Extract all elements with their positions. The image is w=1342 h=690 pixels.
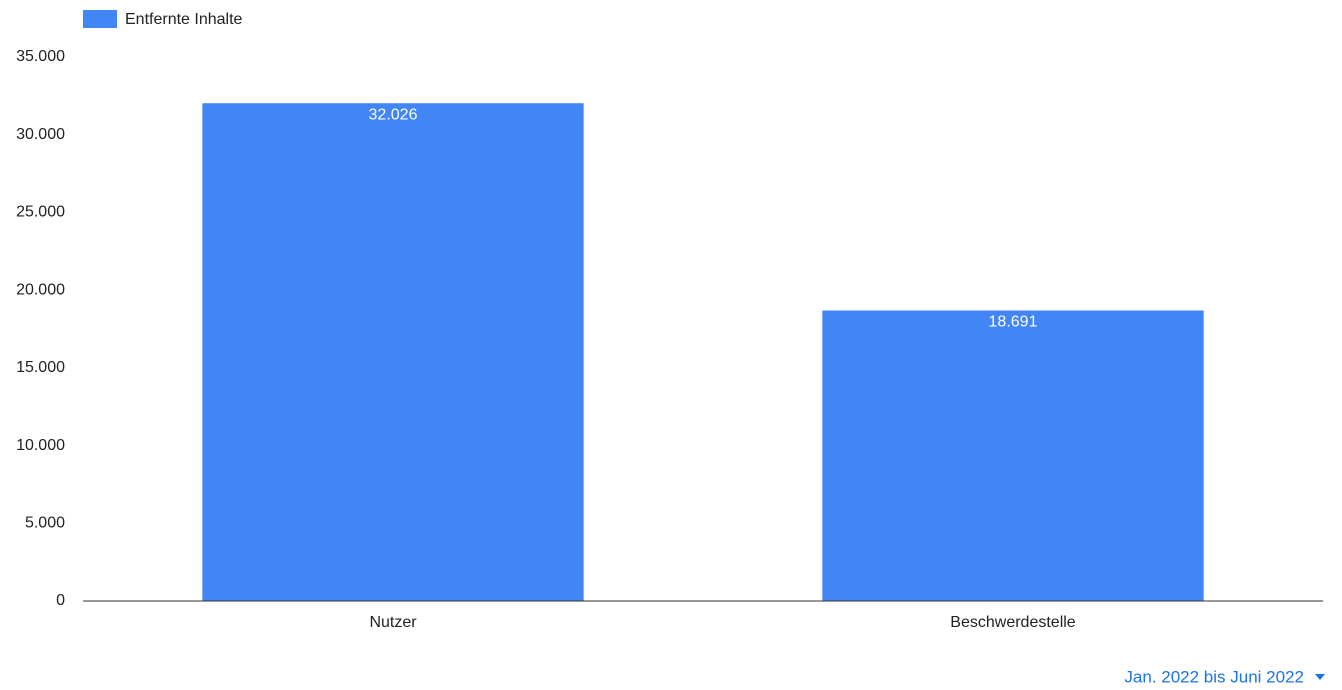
legend-label: Entfernte Inhalte (125, 11, 243, 28)
y-tick-label: 30.000 (16, 126, 65, 143)
y-tick-label: 0 (56, 592, 65, 609)
value-label: 18.691 (989, 314, 1038, 331)
y-tick-label: 5.000 (25, 515, 65, 532)
y-tick-label: 20.000 (16, 281, 65, 298)
legend-swatch (83, 10, 117, 28)
period-label[interactable]: Jan. 2022 bis Juni 2022 (1124, 667, 1304, 686)
dropdown-arrow[interactable] (1315, 674, 1325, 680)
y-tick-label: 35.000 (16, 48, 65, 65)
x-tick-label: Beschwerdestelle (950, 614, 1076, 631)
y-tick-label: 25.000 (16, 204, 65, 221)
period-selector[interactable]: Jan. 2022 bis Juni 2022 (1124, 667, 1325, 686)
bar (822, 310, 1204, 601)
y-tick-label: 15.000 (16, 359, 65, 376)
bar (202, 103, 584, 601)
x-tick-label: Nutzer (369, 614, 417, 631)
y-tick-label: 10.000 (16, 437, 65, 454)
value-label: 32.026 (369, 106, 418, 123)
